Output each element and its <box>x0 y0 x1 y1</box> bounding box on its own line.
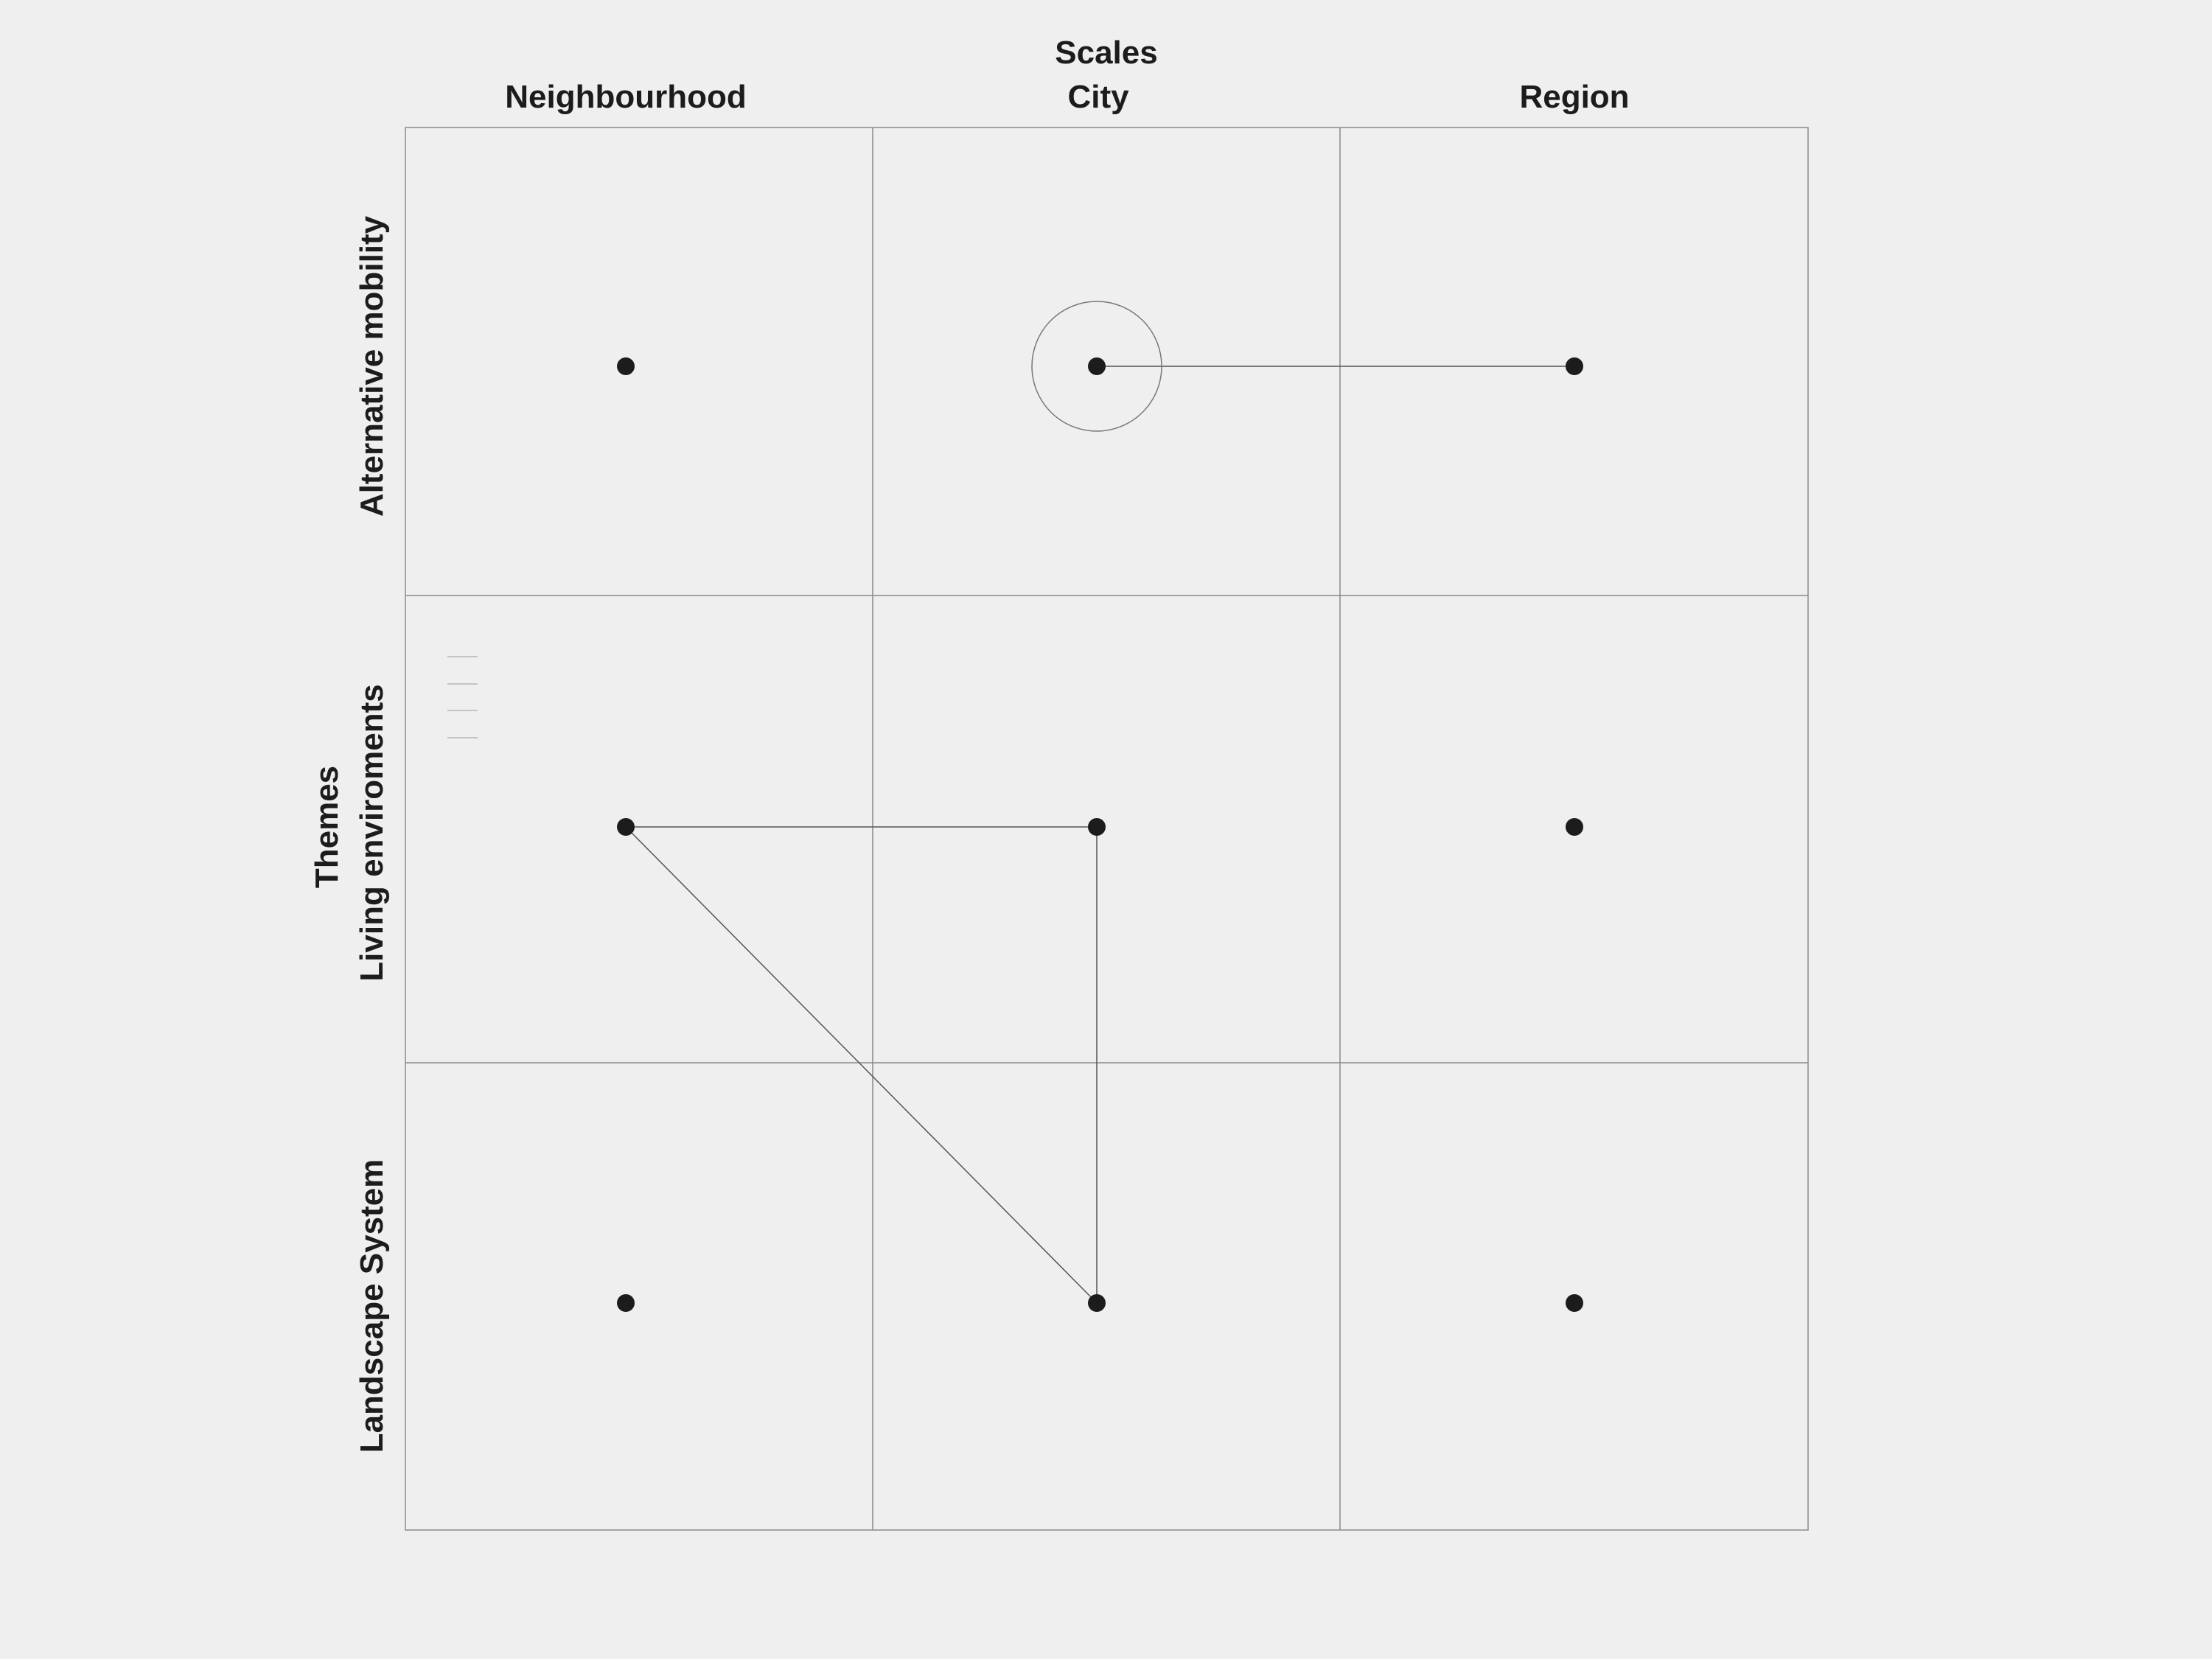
link-living-neighbourhood-to-landscape-city <box>625 826 1098 1304</box>
column-label-region: Region <box>1519 79 1630 115</box>
grid-frame <box>405 127 1809 1531</box>
matrix-grid <box>405 127 1809 1531</box>
node-mobility-city <box>1088 357 1106 375</box>
node-mobility-region <box>1566 357 1583 375</box>
node-landscape-city <box>1088 1294 1106 1312</box>
column-label-city: City <box>1067 79 1129 115</box>
node-landscape-neighbourhood <box>617 1294 635 1312</box>
node-living-region <box>1566 818 1583 836</box>
connection-lines <box>625 366 1574 1304</box>
node-mobility-neighbourhood <box>617 357 635 375</box>
node-living-neighbourhood <box>617 818 635 836</box>
node-landscape-region <box>1566 1294 1583 1312</box>
nodes <box>617 301 1583 1312</box>
highlight-ring-mobility-city <box>1031 301 1162 432</box>
column-label-neighbourhood: Neighbourhood <box>505 79 747 115</box>
scales-title: Scales <box>1055 35 1158 71</box>
node-living-city <box>1088 818 1106 836</box>
tick-marks <box>447 656 478 738</box>
